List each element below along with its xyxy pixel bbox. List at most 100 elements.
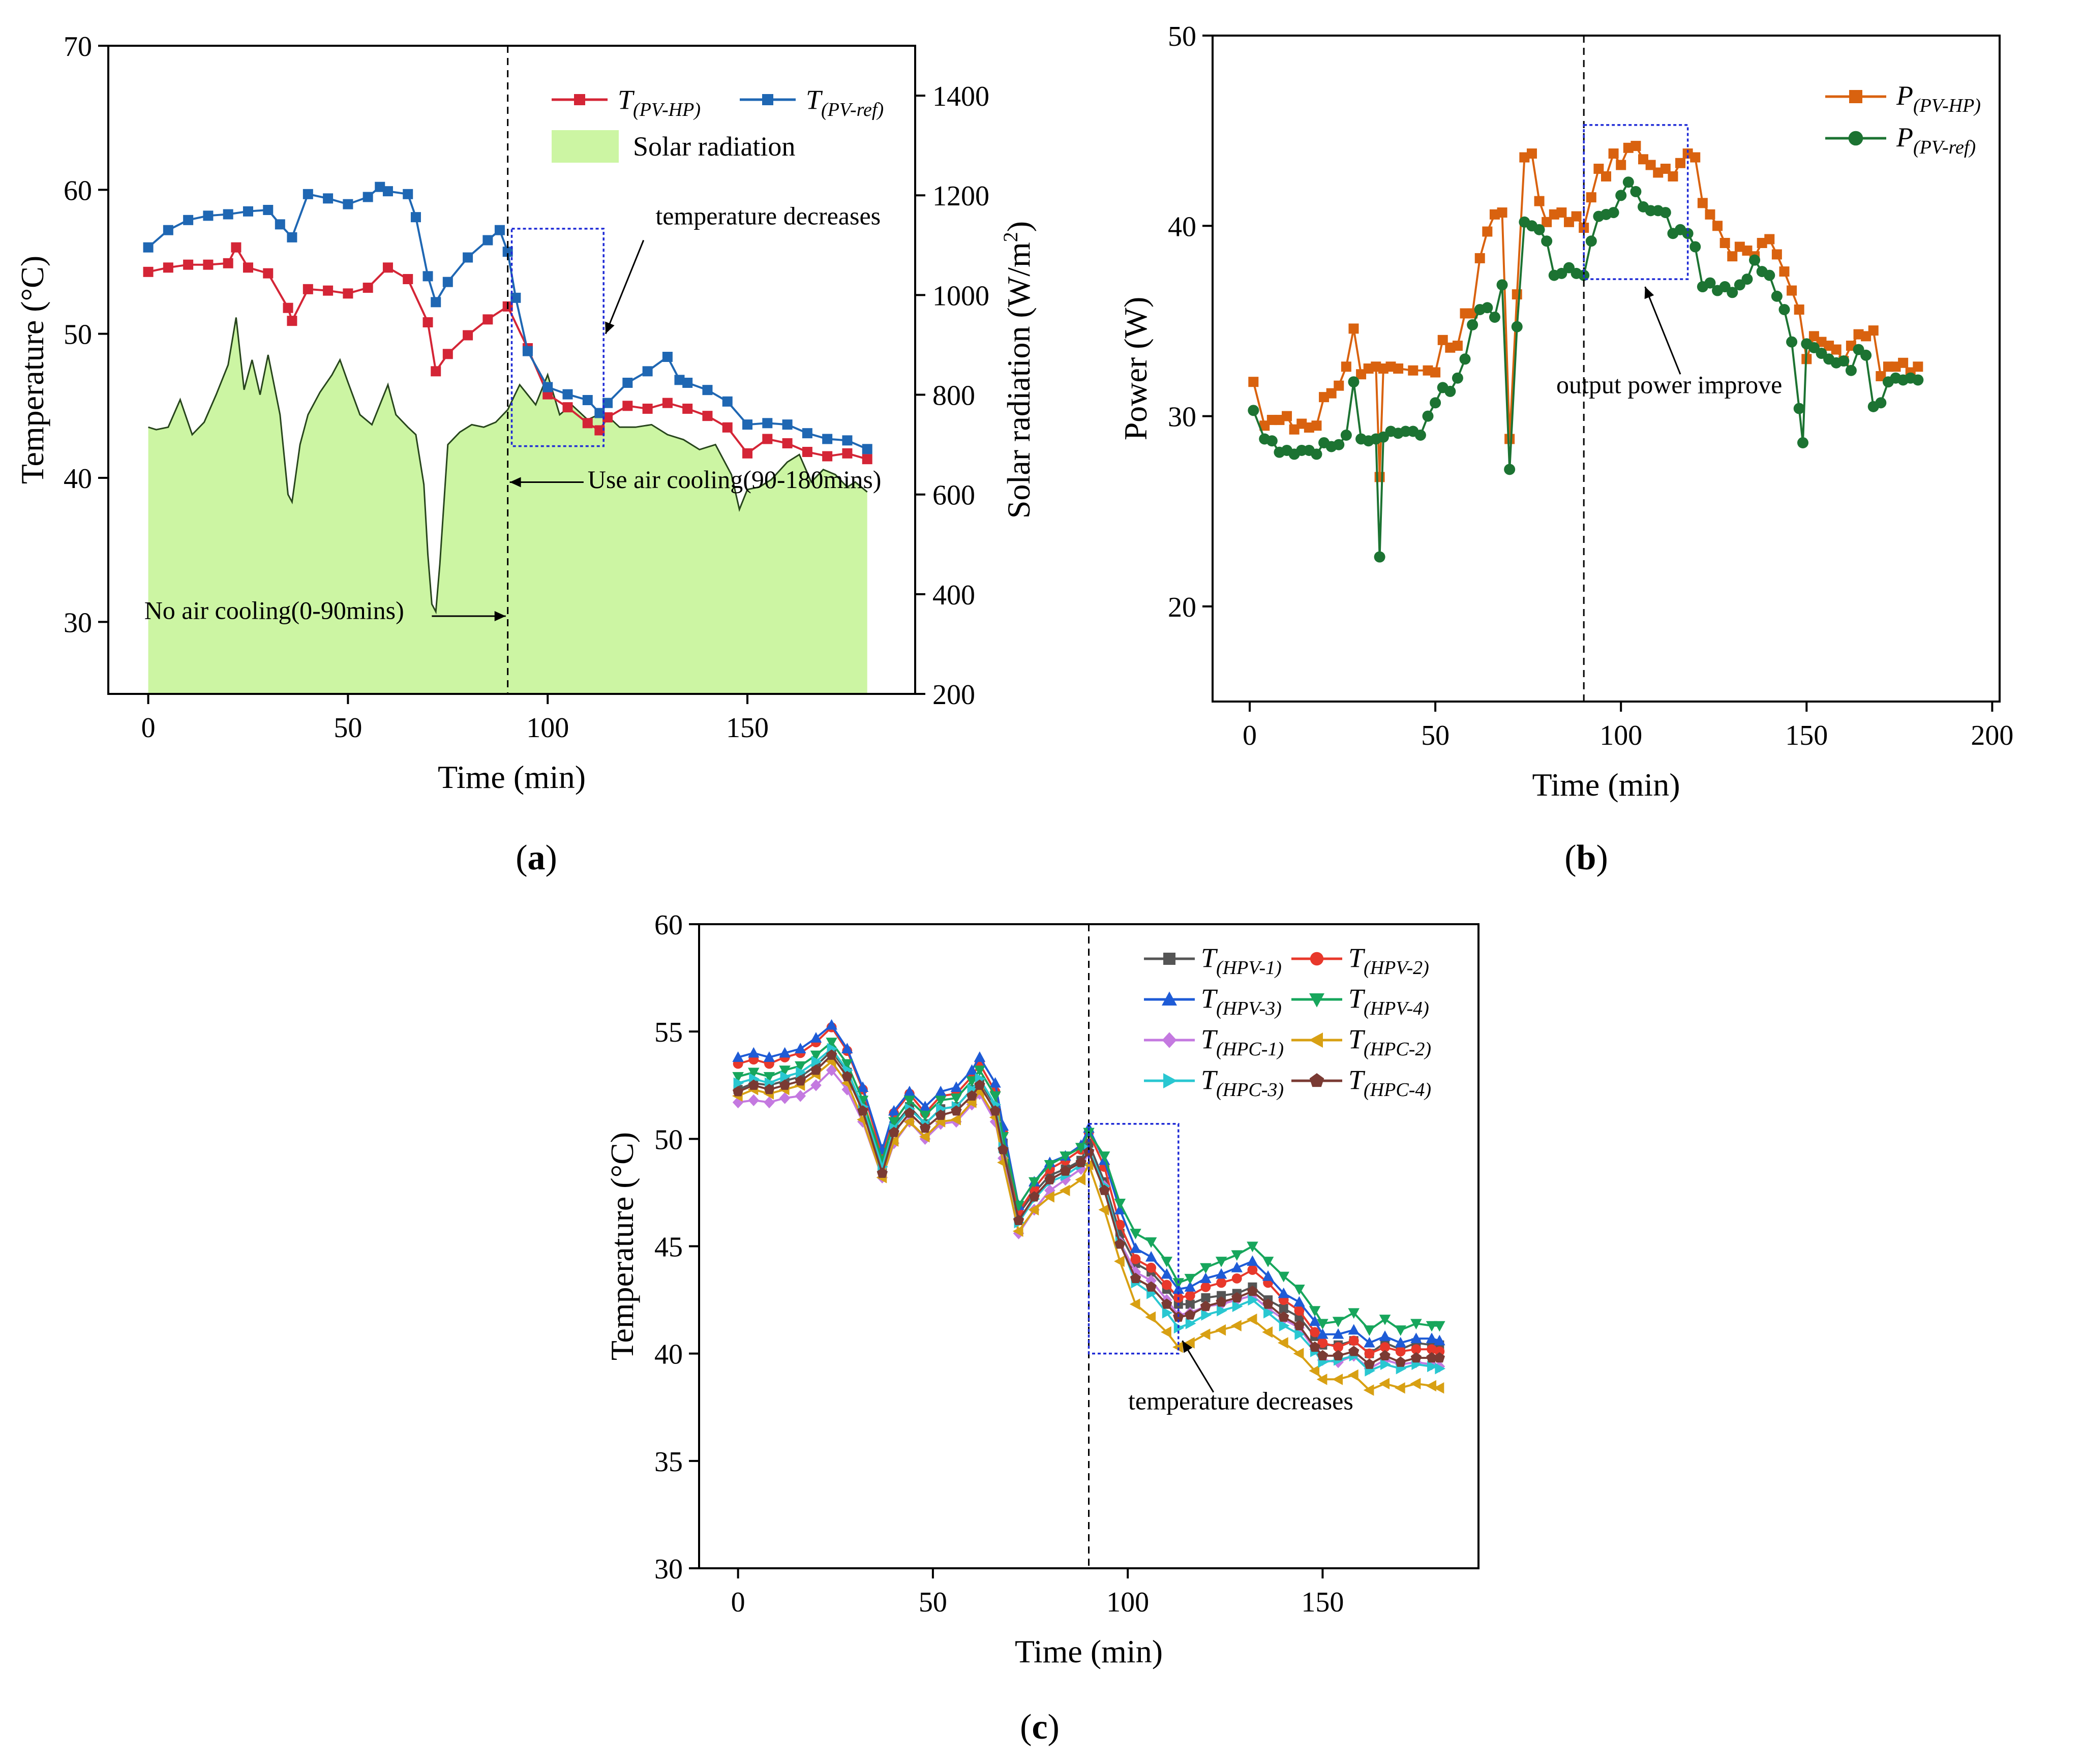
data-point (1184, 1281, 1196, 1292)
data-point (323, 285, 334, 296)
data-point (602, 412, 613, 422)
data-point (674, 375, 685, 385)
data-point (1060, 1165, 1071, 1176)
data-point (811, 1056, 822, 1068)
data-point (1408, 365, 1418, 376)
data-point (1311, 448, 1322, 460)
data-point (1200, 1272, 1212, 1283)
data-point (1787, 285, 1797, 296)
legend: T(PV-HP) T(PV-ref) Solar radiation (552, 84, 884, 163)
legend-label: P(PV-ref) (1896, 122, 1976, 158)
x-tick-label: 200 (1971, 720, 2013, 751)
data-point (183, 215, 194, 225)
data-point (1860, 349, 1872, 361)
data-point (1044, 1160, 1056, 1171)
data-point (1482, 226, 1493, 237)
legend: T(HPV-1) T(HPV-2) T(HPV-3) T(HPV-4) T(HPC-1)… (1144, 942, 1431, 1101)
data-point (1434, 1321, 1445, 1332)
panel-b: 0 50 100 150 200 20 30 40 50 Time (min) Power (W) (… (1118, 21, 2013, 877)
data-point (602, 398, 613, 408)
data-point (1601, 171, 1611, 181)
series-P_(PV-ref) (1248, 176, 1924, 563)
data-point (562, 402, 573, 413)
data-point (1059, 1184, 1070, 1196)
data-point (1332, 1374, 1343, 1385)
data-point (1771, 290, 1783, 302)
data-point (1248, 1294, 1259, 1306)
data-point (1293, 1348, 1304, 1359)
data-point (989, 1091, 1001, 1102)
data-point (1310, 1327, 1320, 1337)
data-point (1060, 1173, 1071, 1186)
data-point (802, 447, 812, 457)
data-point (722, 396, 733, 407)
data-point (1012, 1225, 1023, 1237)
data-point (782, 419, 793, 430)
data-point (1172, 1341, 1183, 1353)
data-point (1262, 1257, 1274, 1267)
data-point (732, 1072, 744, 1083)
data-point (1435, 1362, 1446, 1375)
data-point (1482, 302, 1493, 314)
data-point (826, 1049, 837, 1060)
data-point (1279, 1303, 1288, 1313)
plot-area (1248, 141, 1924, 563)
data-point (1082, 1159, 1094, 1171)
data-point (1433, 1382, 1444, 1394)
data-point (1622, 176, 1634, 188)
data-point (779, 1066, 791, 1076)
data-point (919, 1110, 931, 1121)
data-point (263, 268, 274, 279)
data-point (919, 1122, 931, 1133)
data-point (1316, 1374, 1327, 1385)
data-point (1779, 266, 1790, 277)
data-point (1379, 1330, 1391, 1341)
data-point (1876, 371, 1886, 381)
data-point (732, 1096, 744, 1109)
data-point (1719, 237, 1730, 248)
y2-tick-label: 1200 (932, 180, 989, 212)
data-point (1129, 1298, 1140, 1310)
data-point (431, 366, 441, 377)
data-point (1379, 1315, 1391, 1325)
data-point (463, 252, 473, 263)
data-point (343, 288, 353, 299)
data-point (1395, 1336, 1406, 1348)
data-point (1309, 1306, 1321, 1317)
data-point (810, 1079, 822, 1091)
data-point (989, 1105, 1001, 1116)
highlight-box (1583, 124, 1689, 280)
data-point (542, 382, 553, 392)
data-point (1348, 376, 1360, 388)
data-point (1114, 1220, 1125, 1230)
data-point (1452, 341, 1463, 351)
data-point (1185, 1299, 1195, 1309)
data-point (862, 454, 872, 465)
data-point (1215, 1257, 1227, 1267)
data-point (510, 292, 521, 303)
data-point (343, 199, 353, 209)
data-point (1374, 551, 1385, 563)
data-point (1161, 1268, 1173, 1279)
data-point (1201, 1293, 1211, 1302)
data-point (1459, 353, 1471, 365)
x-tick-label: 50 (1421, 720, 1450, 751)
data-point (826, 1019, 837, 1030)
x-axis-label: Time (min) (1015, 1633, 1163, 1669)
data-point (275, 219, 285, 230)
data-point (1410, 1332, 1422, 1344)
annotation-temperature-decreases: temperature decreases (655, 201, 881, 230)
annotation-no-air-cooling: No air cooling(0-90mins) (144, 596, 404, 625)
data-point (1200, 1282, 1211, 1292)
data-point (1414, 430, 1426, 441)
data-point (1764, 269, 1775, 281)
data-point (1231, 1292, 1243, 1302)
data-point (1246, 1313, 1257, 1325)
data-point (842, 448, 853, 459)
data-point (1452, 372, 1463, 384)
data-point (1161, 1298, 1172, 1309)
data-point (1556, 207, 1567, 218)
data-point (1689, 241, 1701, 253)
data-point (1659, 207, 1671, 219)
data-point (1838, 355, 1850, 367)
